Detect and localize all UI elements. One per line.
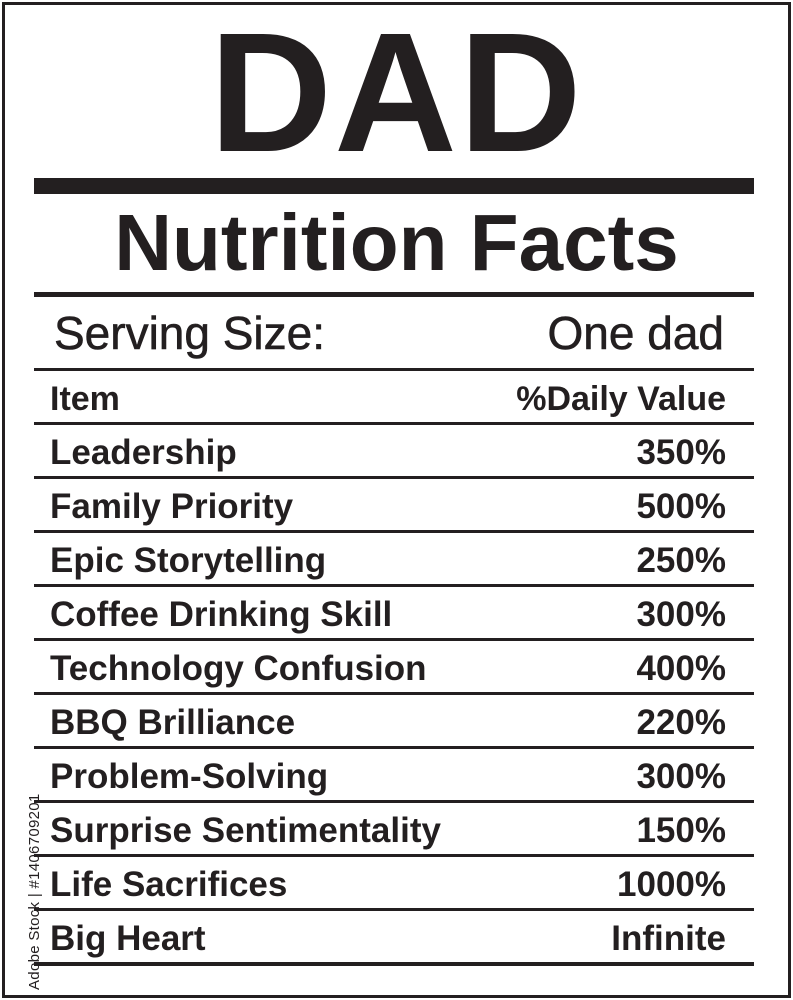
table-row: Big Heart Infinite xyxy=(34,908,754,966)
serving-size-label: Serving Size: xyxy=(54,307,326,360)
row-value: 300% xyxy=(636,595,726,634)
row-item: Technology Confusion xyxy=(50,649,427,688)
row-item: Big Heart xyxy=(50,919,206,958)
table-row: Family Priority 500% xyxy=(34,476,754,530)
table-row: Coffee Drinking Skill 300% xyxy=(34,584,754,638)
serving-size-row: Serving Size: One dad xyxy=(34,300,754,366)
row-item: Epic Storytelling xyxy=(50,541,327,580)
table-row: BBQ Brilliance 220% xyxy=(34,692,754,746)
row-item: Life Sacrifices xyxy=(50,865,288,904)
row-value: 300% xyxy=(636,757,726,796)
thick-divider xyxy=(34,178,754,194)
label-subtitle: Nutrition Facts xyxy=(114,198,679,287)
nutrition-table: Item %Daily Value Leadership 350% Family… xyxy=(34,368,754,966)
row-value: 400% xyxy=(636,649,726,688)
row-value: 500% xyxy=(636,487,726,526)
column-header-daily-value: %Daily Value xyxy=(516,380,726,418)
table-row: Epic Storytelling 250% xyxy=(34,530,754,584)
table-row: Life Sacrifices 1000% xyxy=(34,854,754,908)
row-value: 350% xyxy=(636,433,726,472)
subtitle-divider xyxy=(34,292,754,297)
row-value: 1000% xyxy=(617,865,726,904)
table-row: Technology Confusion 400% xyxy=(34,638,754,692)
table-header-row: Item %Daily Value xyxy=(34,368,754,422)
table-row: Leadership 350% xyxy=(34,422,754,476)
row-value: Infinite xyxy=(611,919,726,958)
stock-watermark: Adobe Stock | #1406709201 xyxy=(2,720,43,990)
row-item: BBQ Brilliance xyxy=(50,703,296,742)
row-item: Leadership xyxy=(50,433,237,472)
row-item: Problem-Solving xyxy=(50,757,329,796)
row-item: Surprise Sentimentality xyxy=(50,811,441,850)
serving-size-value: One dad xyxy=(547,307,724,360)
row-value: 250% xyxy=(636,541,726,580)
table-row: Surprise Sentimentality 150% xyxy=(34,800,754,854)
label-title: DAD xyxy=(209,0,584,188)
row-value: 220% xyxy=(636,703,726,742)
row-item: Family Priority xyxy=(50,487,294,526)
row-value: 150% xyxy=(636,811,726,850)
column-header-item: Item xyxy=(50,380,120,418)
row-item: Coffee Drinking Skill xyxy=(50,595,393,634)
table-row: Problem-Solving 300% xyxy=(34,746,754,800)
stock-id-text: Adobe Stock | #1406709201 xyxy=(26,793,43,990)
